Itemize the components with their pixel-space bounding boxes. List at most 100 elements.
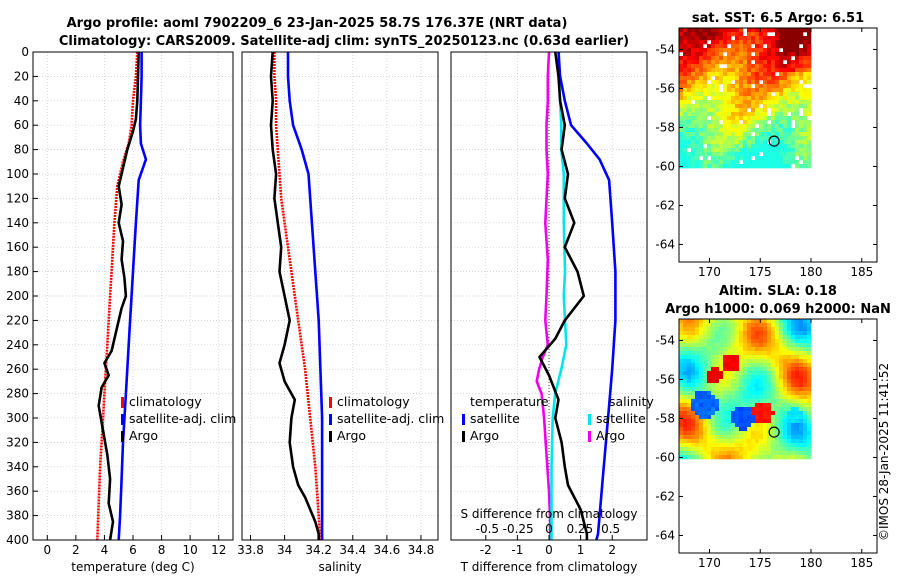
sst-map-field — [679, 28, 812, 169]
heat-cell — [747, 52, 752, 57]
heat-cell — [795, 363, 800, 368]
heat-cell — [691, 435, 696, 440]
heat-cell — [695, 351, 700, 356]
heat-cell — [783, 92, 788, 97]
heat-cell — [715, 407, 720, 412]
heat-cell — [735, 72, 740, 77]
heat-cell — [727, 379, 732, 384]
heat-cell — [767, 343, 772, 348]
heat-cell — [747, 343, 752, 348]
y-tick-label: -58 — [655, 411, 675, 425]
heat-cell — [679, 323, 684, 328]
heat-cell — [807, 40, 812, 45]
heat-cell — [695, 375, 700, 380]
heat-cell — [767, 355, 772, 360]
heat-cell — [775, 427, 780, 432]
heat-cell — [779, 96, 784, 101]
heat-cell — [771, 156, 776, 161]
heat-cell — [727, 148, 732, 153]
heat-cell — [791, 379, 796, 384]
heat-cell — [751, 108, 756, 113]
heat-cell — [755, 132, 760, 137]
heat-cell — [719, 124, 724, 129]
heat-cell — [679, 371, 684, 376]
heat-cell — [771, 124, 776, 129]
heat-cell — [759, 351, 764, 356]
heat-cell — [723, 391, 728, 396]
y-tick-label: 320 — [6, 435, 29, 449]
heat-cell — [799, 64, 804, 69]
heat-cell — [763, 427, 768, 432]
heat-cell — [731, 319, 736, 324]
heat-cell — [751, 148, 756, 153]
heat-cell — [807, 407, 812, 412]
heat-cell — [727, 144, 732, 149]
heat-cell — [719, 431, 724, 436]
heat-cell — [751, 28, 756, 33]
heat-cell — [795, 92, 800, 97]
heat-cell — [695, 323, 700, 328]
heat-cell — [759, 92, 764, 97]
heat-cell — [783, 383, 788, 388]
heat-cell — [767, 347, 772, 352]
heat-cell — [803, 52, 808, 57]
heat-cell — [679, 60, 684, 65]
heat-cell — [767, 144, 772, 149]
heat-cell — [759, 132, 764, 137]
heat-cell — [679, 399, 684, 404]
heat-cell — [747, 407, 752, 412]
heat-cell — [783, 431, 788, 436]
heat-cell — [747, 447, 752, 452]
heat-cell — [739, 116, 744, 121]
heat-cell — [715, 431, 720, 436]
heat-cell — [787, 80, 792, 85]
heat-cell — [759, 327, 764, 332]
heat-cell — [715, 415, 720, 420]
heat-cell — [771, 132, 776, 137]
heat-cell — [791, 427, 796, 432]
heat-cell — [711, 327, 716, 332]
heat-cell — [731, 128, 736, 133]
heat-cell — [755, 411, 760, 416]
heat-cell — [747, 391, 752, 396]
heat-cell — [807, 383, 812, 388]
heat-cell — [755, 427, 760, 432]
heat-cell — [775, 371, 780, 376]
heat-cell — [699, 104, 704, 109]
y-tick-label: 260 — [6, 362, 29, 376]
heat-cell — [751, 447, 756, 452]
heat-cell — [739, 52, 744, 57]
heat-cell — [687, 32, 692, 37]
heat-cell — [775, 399, 780, 404]
heat-cell — [707, 439, 712, 444]
heat-cell — [735, 104, 740, 109]
heat-cell — [755, 152, 760, 157]
heat-cell — [767, 331, 772, 336]
heat-cell — [731, 56, 736, 61]
heat-cell — [683, 323, 688, 328]
heat-cell — [707, 136, 712, 141]
heat-cell — [775, 40, 780, 45]
heat-cell — [715, 435, 720, 440]
heat-cell — [791, 355, 796, 360]
heat-cell — [715, 427, 720, 432]
heat-cell — [767, 160, 772, 165]
heat-cell — [719, 56, 724, 61]
heat-cell — [763, 423, 768, 428]
heat-cell — [711, 379, 716, 384]
heat-cell — [807, 379, 812, 384]
heat-cell — [707, 48, 712, 53]
heat-cell — [711, 343, 716, 348]
heat-cell — [719, 363, 724, 368]
heat-cell — [739, 407, 744, 412]
heat-cell — [691, 128, 696, 133]
heat-cell — [807, 355, 812, 360]
heat-cell — [807, 399, 812, 404]
heat-cell — [787, 120, 792, 125]
heat-cell — [795, 164, 800, 169]
heat-cell — [767, 156, 772, 161]
heat-cell — [755, 383, 760, 388]
heat-cell — [743, 116, 748, 121]
heat-cell — [759, 164, 764, 169]
